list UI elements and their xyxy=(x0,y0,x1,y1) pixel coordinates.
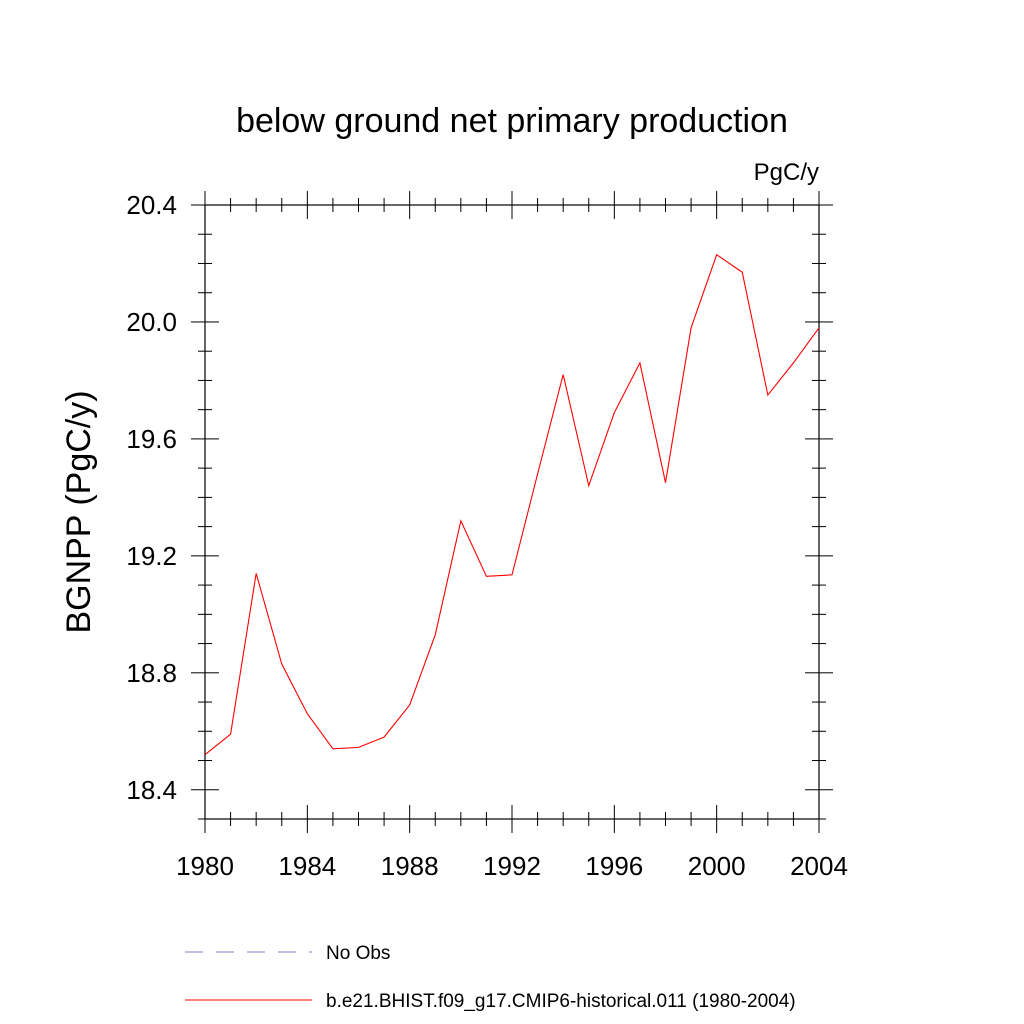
series-line xyxy=(204,253,820,756)
y-tick-label: 20.4 xyxy=(126,190,177,220)
plot-frame xyxy=(204,204,820,820)
legend-label-model: b.e21.BHIST.f09_g17.CMIP6-historical.011… xyxy=(326,991,796,1012)
y-axis-ticks: 18.4 18.8 19.2 19.6 20.0 20.4 xyxy=(126,190,833,820)
legend-label-no-obs: No Obs xyxy=(326,943,390,964)
y-tick-label: 19.6 xyxy=(126,424,177,454)
x-tick-label: 2004 xyxy=(790,851,848,881)
legend: No Obs b.e21.BHIST.f09_g17.CMIP6-histori… xyxy=(185,943,796,1012)
x-tick-label: 2000 xyxy=(688,851,746,881)
x-tick-label: 1992 xyxy=(483,851,541,881)
plot-area-border xyxy=(204,204,820,820)
x-axis-ticks: 1980 1984 1988 1992 1996 2000 2004 xyxy=(176,191,848,881)
y-tick-label: 20.0 xyxy=(126,307,177,337)
x-tick-label: 1984 xyxy=(278,851,336,881)
x-tick-label: 1980 xyxy=(176,851,234,881)
series-layer xyxy=(204,253,820,756)
y-tick-label: 18.4 xyxy=(126,775,177,805)
x-tick-label: 1996 xyxy=(585,851,643,881)
chart-units: PgC/y xyxy=(754,159,819,186)
chart-title: below ground net primary production xyxy=(236,102,788,140)
y-tick-label: 18.8 xyxy=(126,658,177,688)
x-tick-label: 1988 xyxy=(381,851,439,881)
y-axis-label: BGNPP (PgC/y) xyxy=(60,390,98,633)
y-tick-label: 19.2 xyxy=(126,541,177,571)
